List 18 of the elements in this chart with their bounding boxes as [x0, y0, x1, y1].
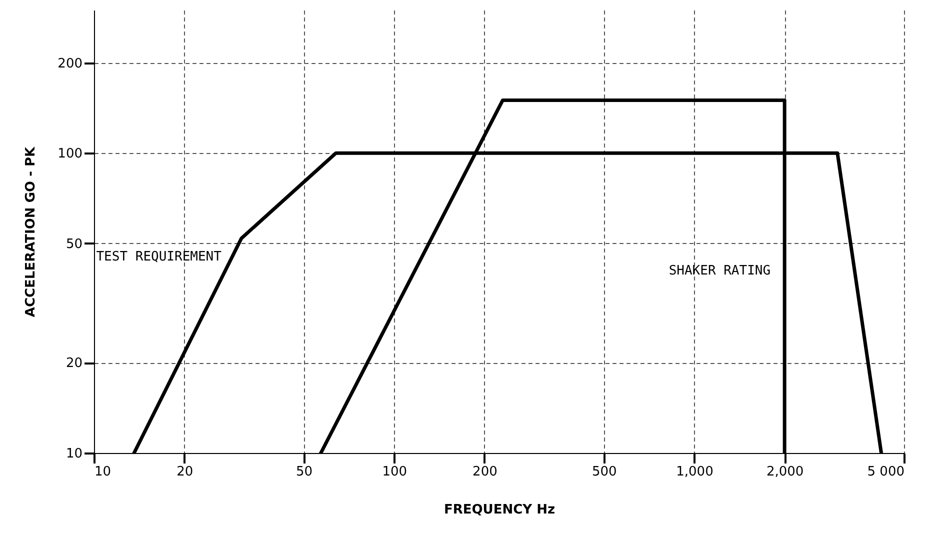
y-tick-label: 20	[66, 356, 82, 372]
y-axis-title: ACCELERATION GO - PK	[24, 146, 39, 318]
series-label: SHAKER RATING	[668, 263, 771, 278]
y-tick-label: 10	[66, 446, 82, 462]
x-tick-label: 100	[382, 464, 408, 480]
x-tick-label: 10	[94, 464, 112, 480]
x-tick-label: 50	[296, 464, 313, 480]
y-tick-label: 50	[66, 236, 82, 252]
x-tick-label: 2,000	[766, 464, 804, 480]
x-tick-label: 5 000	[867, 464, 904, 480]
x-tick-label: 1,000	[676, 464, 714, 480]
y-tick-label: 100	[58, 146, 82, 162]
x-axis-title: FREQUENCY Hz	[444, 502, 556, 518]
x-tick-label: 500	[592, 464, 617, 480]
x-tick-label: 200	[472, 464, 498, 480]
x-tick-label: 20	[176, 464, 194, 480]
series-label: TEST REQUIREMENT	[96, 249, 222, 264]
y-tick-label: 200	[58, 56, 82, 72]
